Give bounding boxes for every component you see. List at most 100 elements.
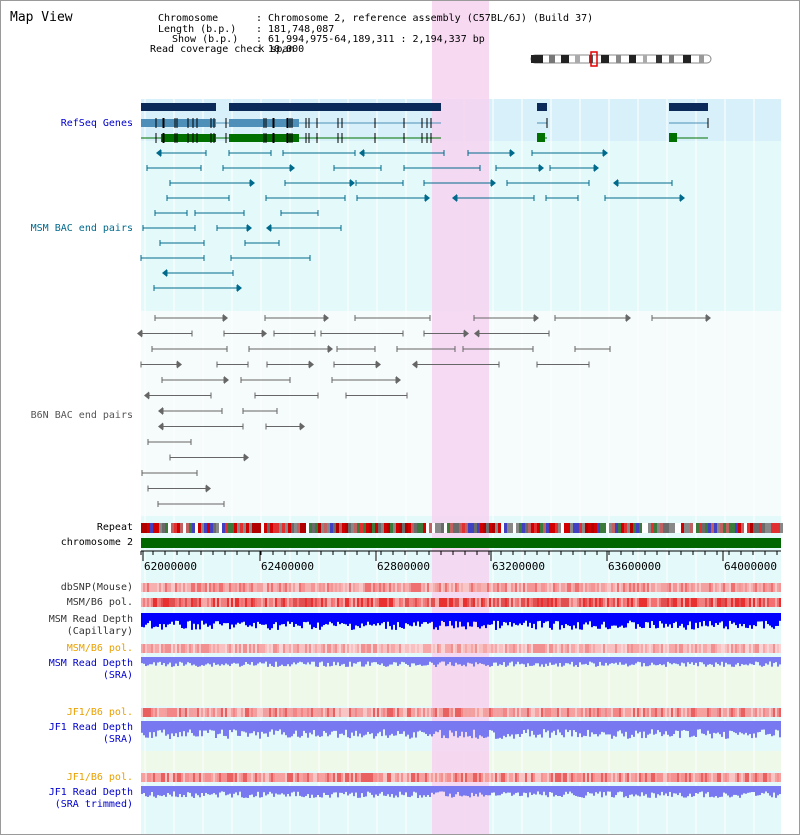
jf1-depth-sra-bar — [373, 721, 375, 739]
jf1-depth-trim-bar — [205, 786, 207, 793]
msm-depth-capillary-bar — [751, 613, 753, 629]
dbsnp-heat — [255, 583, 257, 592]
dbsnp-heat — [645, 583, 647, 592]
msm-pol-sra-heat — [187, 644, 189, 653]
msm-depth-capillary-bar — [603, 613, 605, 622]
track-label-jf1-pol-1[interactable]: JF1/B6 pol. — [66, 707, 133, 718]
msm-pol-sra-heat — [357, 644, 359, 653]
dbsnp-heat — [149, 583, 151, 592]
track-label-b6n-bac[interactable]: B6N BAC end pairs — [30, 410, 133, 421]
repeat-segment — [780, 523, 783, 533]
msm-pol-sra-heat — [533, 644, 535, 653]
msm-pol-heat — [171, 598, 173, 607]
track-label-jf1-pol-2[interactable]: JF1/B6 pol. — [66, 772, 133, 783]
jf1-pol-trim-heat — [637, 773, 639, 782]
jf1-depth-sra-bar — [559, 721, 561, 733]
msm-bac-pair-arrow — [425, 194, 430, 202]
jf1-depth-trim-bar — [335, 786, 337, 793]
track-label-msm-pol-1[interactable]: MSM/B6 pol. — [66, 597, 133, 608]
dbsnp-heat — [443, 583, 445, 592]
dbsnp-heat — [201, 583, 203, 592]
jf1-depth-sra-bar — [771, 721, 773, 737]
jf1-depth-sra-bar — [687, 721, 689, 732]
jf1-pol-heat — [707, 708, 709, 717]
jf1-pol-trim-heat — [449, 773, 451, 782]
track-label-msm-depth-sra[interactable]: MSM Read Depth — [48, 658, 133, 669]
track-label-refseq[interactable]: RefSeq Genes — [60, 118, 133, 129]
jf1-depth-sra-bar — [601, 721, 603, 732]
jf1-pol-heat — [215, 708, 217, 717]
jf1-pol-trim-heat — [365, 773, 367, 782]
track-label-jf1-depth-trim[interactable]: JF1 Read Depth — [48, 787, 133, 798]
jf1-depth-sra-bar — [419, 721, 421, 731]
jf1-pol-trim-heat — [443, 773, 445, 782]
msm-pol-heat — [543, 598, 545, 607]
jf1-depth-trim-bar — [327, 786, 329, 796]
jf1-depth-trim-bar — [185, 786, 187, 798]
jf1-pol-trim-heat — [345, 773, 347, 782]
track-label-repeat[interactable]: Repeat — [96, 522, 133, 533]
jf1-depth-trim-bar — [165, 786, 167, 797]
jf1-pol-trim-heat — [681, 773, 683, 782]
repeat-segment — [225, 523, 228, 533]
jf1-depth-sra-bar — [703, 721, 705, 734]
msm-pol-sra-heat — [697, 644, 699, 653]
jf1-pol-trim-heat — [679, 773, 681, 782]
msm-depth-capillary-bar — [589, 613, 591, 622]
track-label-dbsnp[interactable]: dbSNP(Mouse) — [60, 582, 133, 593]
dbsnp-heat — [719, 583, 721, 592]
jf1-pol-heat — [233, 708, 235, 717]
ideogram-band — [683, 55, 691, 63]
msm-pol-heat — [461, 598, 463, 607]
msm-depth-capillary-bar — [407, 613, 409, 625]
jf1-pol-trim-heat — [527, 773, 529, 782]
msm-depth-capillary-bar — [689, 613, 691, 622]
msm-pol-sra-heat — [327, 644, 329, 653]
dbsnp-heat — [311, 583, 313, 592]
jf1-pol-heat — [721, 708, 723, 717]
msm-pol-sra-heat — [629, 644, 631, 653]
jf1-depth-sra-bar — [455, 721, 457, 732]
track-label-msm-depth-cap[interactable]: MSM Read Depth — [48, 614, 133, 625]
msm-depth-capillary-bar — [579, 613, 581, 630]
jf1-depth-trim-bar — [605, 786, 607, 796]
msm-pol-sra-heat — [181, 644, 183, 653]
repeat-segment — [504, 523, 507, 533]
msm-pol-heat — [633, 598, 635, 607]
jf1-depth-sra-bar — [525, 721, 527, 733]
msm-pol-sra-heat — [579, 644, 581, 653]
track-label-msm-pol-2[interactable]: MSM/B6 pol. — [66, 643, 133, 654]
dbsnp-heat — [605, 583, 607, 592]
jf1-pol-trim-heat — [467, 773, 469, 782]
msm-bac-pair-arrow — [247, 224, 252, 232]
msm-depth-sra-bar — [647, 657, 649, 667]
msm-depth-sra-bar — [511, 657, 513, 662]
jf1-depth-trim-bar — [155, 786, 157, 798]
jf1-depth-sra-bar — [199, 721, 201, 731]
axis-tick-label: 62000000 — [144, 560, 197, 573]
msm-depth-capillary-bar — [455, 613, 457, 622]
repeat-segment — [324, 523, 327, 533]
repeat-segment — [462, 523, 465, 533]
msm-depth-sra-bar — [689, 657, 691, 664]
msm-depth-capillary-bar — [343, 613, 345, 624]
jf1-depth-sra-bar — [487, 721, 489, 737]
jf1-depth-trim-bar — [729, 786, 731, 798]
jf1-pol-heat — [433, 708, 435, 717]
msm-pol-heat — [421, 598, 423, 607]
jf1-depth-sra-bar — [203, 721, 205, 731]
msm-depth-sra-bar — [723, 657, 725, 667]
msm-pol-sra-heat — [391, 644, 393, 653]
msm-pol-heat — [603, 598, 605, 607]
jf1-pol-trim-heat — [257, 773, 259, 782]
dbsnp-heat — [643, 583, 645, 592]
jf1-depth-trim-bar — [191, 786, 193, 797]
jf1-pol-heat — [497, 708, 499, 717]
track-label-jf1-depth-sra[interactable]: JF1 Read Depth — [48, 722, 133, 733]
msm-pol-sra-heat — [615, 644, 617, 653]
msm-depth-capillary-bar — [665, 613, 667, 624]
track-label-chromosome[interactable]: chromosome 2 — [60, 537, 133, 548]
track-label-msm-bac[interactable]: MSM BAC end pairs — [30, 223, 133, 234]
msm-depth-capillary-bar — [619, 613, 621, 627]
